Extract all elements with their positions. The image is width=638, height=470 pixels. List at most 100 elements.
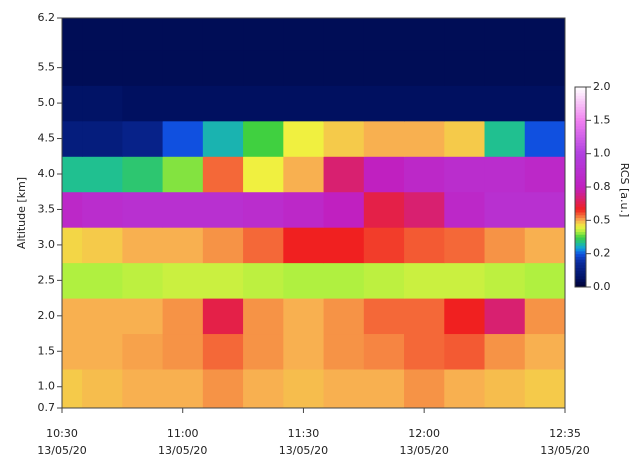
heatmap-cell (525, 227, 566, 263)
heatmap-cell (283, 50, 324, 86)
heatmap-cell (203, 85, 244, 121)
heatmap-cell (203, 298, 244, 334)
heatmap-cell (444, 50, 485, 86)
heatmap-cell (444, 156, 485, 192)
heatmap-cell (122, 85, 163, 121)
heatmap-cell (163, 369, 204, 409)
heatmap-cell (485, 18, 526, 50)
heatmap-cell (283, 156, 324, 192)
colorbar-tick-label: 1.0 (593, 147, 611, 160)
heatmap-cell (122, 121, 163, 157)
heatmap-cell (444, 369, 485, 409)
heatmap-cell (404, 334, 445, 370)
heatmap-cell (243, 85, 284, 121)
heatmap-cell (62, 18, 83, 50)
y-tick-label: 0.7 (38, 401, 56, 414)
y-tick-label: 5.0 (38, 96, 56, 109)
heatmap-cell (163, 121, 204, 157)
heatmap-cell (444, 263, 485, 299)
heatmap-cell (485, 85, 526, 121)
heatmap-cell (163, 50, 204, 86)
colorbar-tick-label: 0.5 (593, 213, 611, 226)
heatmap-cell (203, 263, 244, 299)
heatmap-cell (82, 263, 123, 299)
heatmap-cell (364, 18, 405, 50)
heatmap-cell (324, 18, 365, 50)
heatmap-cell (324, 369, 365, 409)
heatmap-cell (62, 369, 83, 409)
y-axis-label: Altitude [km] (15, 177, 28, 249)
colorbar-tick-label: 1.5 (593, 113, 611, 126)
heatmap-cell (525, 85, 566, 121)
heatmap-cell (163, 156, 204, 192)
heatmap-cell (324, 298, 365, 334)
heatmap-cell (283, 298, 324, 334)
heatmap-cell (163, 85, 204, 121)
heatmap-cell (163, 263, 204, 299)
heatmap-cell (525, 18, 566, 50)
x-tick-date: 13/05/20 (399, 444, 448, 457)
heatmap-cell (485, 50, 526, 86)
heatmap-cell (243, 50, 284, 86)
heatmap-cell (163, 18, 204, 50)
heatmap-cell (324, 121, 365, 157)
x-tick-date: 13/05/20 (540, 444, 589, 457)
heatmap-cell (444, 85, 485, 121)
heatmap-cell (62, 227, 83, 263)
heatmap-cell (404, 18, 445, 50)
heatmap-cell (283, 263, 324, 299)
heatmap-cell (324, 85, 365, 121)
heatmap-cell (122, 369, 163, 409)
heatmap-cell (404, 121, 445, 157)
heatmap-cell (82, 369, 123, 409)
heatmap-cell (163, 227, 204, 263)
heatmap-cell (203, 156, 244, 192)
heatmap-cell (243, 192, 284, 228)
heatmap-cell (62, 192, 83, 228)
heatmap-cell (324, 156, 365, 192)
y-tick-label: 1.5 (38, 344, 56, 357)
heatmap-cell (203, 50, 244, 86)
heatmap-cell (485, 121, 526, 157)
heatmap-cell (283, 369, 324, 409)
heatmap-cell (364, 334, 405, 370)
colorbar-tick-label: 2.0 (593, 80, 611, 93)
heatmap-cell (283, 85, 324, 121)
heatmap-cell (283, 334, 324, 370)
heatmap-cell (444, 18, 485, 50)
heatmap-cell (404, 227, 445, 263)
heatmap-cell (122, 227, 163, 263)
colorbar-tick-label: 0.0 (593, 280, 611, 293)
heatmap-cell (82, 121, 123, 157)
heatmap-cell (82, 18, 123, 50)
heatmap-cell (283, 121, 324, 157)
heatmap-cell (324, 50, 365, 86)
heatmap-cell (62, 298, 83, 334)
x-tick-label: 10:30 (46, 427, 78, 440)
heatmap-cell (525, 192, 566, 228)
heatmap-cell (444, 192, 485, 228)
colorbar-label: RCS [a.u.] (618, 163, 631, 218)
heatmap-cell (243, 156, 284, 192)
heatmap-cell (404, 156, 445, 192)
heatmap-cell (122, 18, 163, 50)
heatmap-cell (283, 192, 324, 228)
heatmap-cell (364, 85, 405, 121)
heatmap-cell (243, 121, 284, 157)
heatmap-cell (404, 369, 445, 409)
heatmap-cell (364, 263, 405, 299)
heatmap-cell (444, 334, 485, 370)
y-tick-label: 2.5 (38, 273, 56, 286)
heatmap-cell (364, 121, 405, 157)
y-tick-label: 5.5 (38, 61, 56, 74)
y-tick-label: 2.0 (38, 309, 56, 322)
heatmap-cell (283, 18, 324, 50)
heatmap-cell (364, 369, 405, 409)
heatmap-cell (525, 156, 566, 192)
heatmap-cell (485, 156, 526, 192)
heatmap-cell (122, 50, 163, 86)
heatmap-cell (364, 298, 405, 334)
heatmap-cell (163, 298, 204, 334)
y-tick-label: 6.2 (38, 11, 56, 24)
